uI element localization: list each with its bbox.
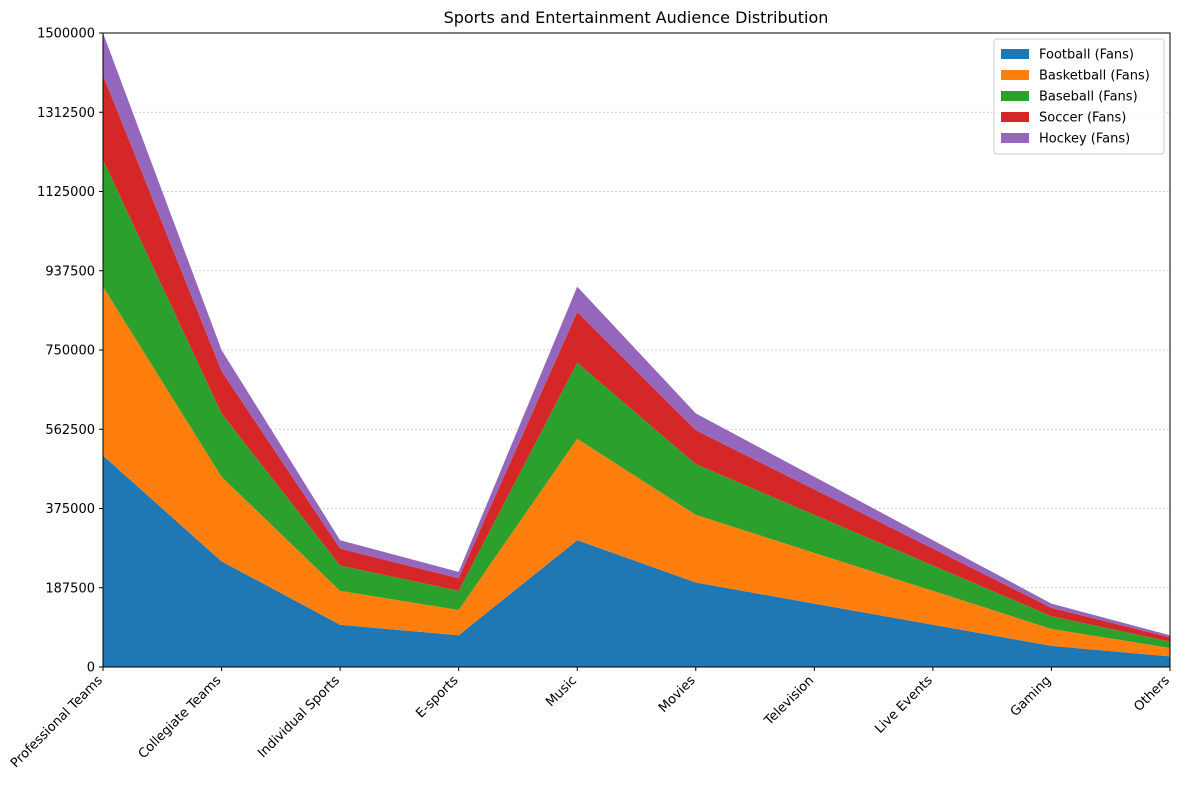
x-tick-label: Movies bbox=[656, 673, 699, 716]
legend-swatch bbox=[1001, 49, 1029, 59]
area-series-football-fans bbox=[103, 455, 1170, 667]
y-tick-label: 1125000 bbox=[37, 185, 95, 200]
legend-label: Soccer (Fans) bbox=[1039, 111, 1126, 126]
legend-swatch bbox=[1001, 70, 1029, 80]
legend-label: Hockey (Fans) bbox=[1039, 132, 1130, 147]
legend-label: Baseball (Fans) bbox=[1039, 90, 1138, 105]
y-tick-label: 1500000 bbox=[37, 27, 95, 42]
chart-title: Sports and Entertainment Audience Distri… bbox=[444, 8, 829, 27]
legend-swatch bbox=[1001, 91, 1029, 101]
y-tick-label: 0 bbox=[87, 661, 95, 676]
y-tick-label: 375000 bbox=[45, 502, 95, 517]
x-tick-label: Others bbox=[1131, 673, 1173, 715]
legend-label: Football (Fans) bbox=[1039, 48, 1134, 63]
y-tick-label: 1312500 bbox=[37, 106, 95, 121]
y-axis: 0 187500 375000 562500 750000 937500 1125000 13… bbox=[37, 27, 103, 676]
x-tick-label: Professional Teams bbox=[8, 673, 106, 771]
x-axis: Professional Teams Collegiate Teams Indivi… bbox=[8, 667, 1173, 771]
x-tick-label: E-sports bbox=[413, 673, 461, 721]
area-series-group bbox=[103, 33, 1170, 667]
y-tick-label: 187500 bbox=[45, 581, 95, 596]
x-tick-label: Live Events bbox=[872, 673, 936, 737]
y-tick-label: 750000 bbox=[45, 344, 95, 359]
legend: Football (Fans) Basketball (Fans) Baseball… bbox=[993, 38, 1165, 155]
x-tick-label: Gaming bbox=[1008, 673, 1055, 720]
legend-label: Basketball (Fans) bbox=[1039, 69, 1150, 84]
legend-box bbox=[993, 38, 1165, 155]
x-tick-label: Music bbox=[543, 673, 580, 710]
x-tick-label: Television bbox=[761, 673, 817, 729]
y-tick-label: 937500 bbox=[45, 264, 95, 279]
y-tick-label: 562500 bbox=[45, 423, 95, 438]
x-tick-label: Collegiate Teams bbox=[136, 673, 225, 762]
legend-swatch bbox=[1001, 133, 1029, 143]
x-tick-label: Individual Sports bbox=[255, 673, 343, 761]
legend-swatch bbox=[1001, 112, 1029, 122]
